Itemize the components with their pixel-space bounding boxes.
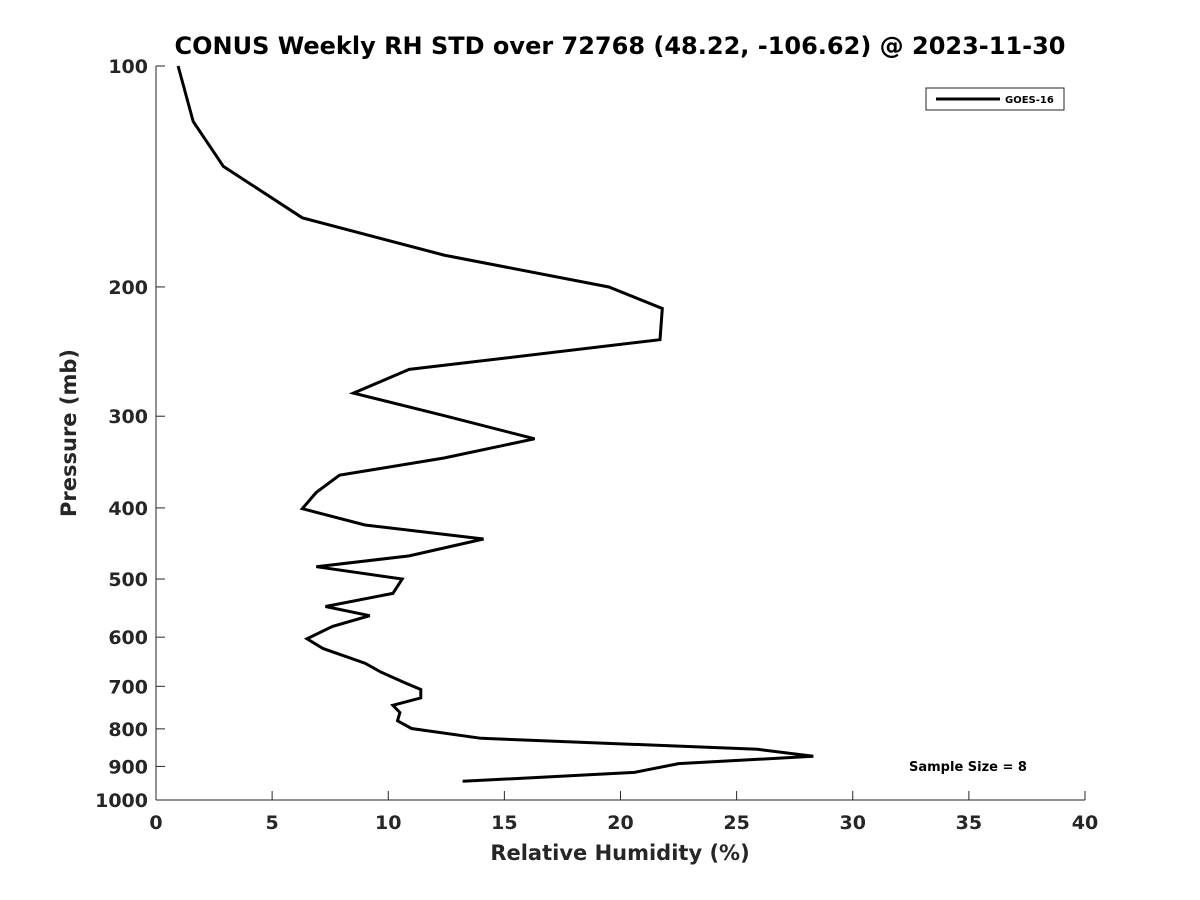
x-tick-label: 0 [149,812,162,834]
x-tick-label: 25 [723,812,749,834]
x-tick-label: 15 [491,812,517,834]
chart-title: CONUS Weekly RH STD over 72768 (48.22, -… [174,32,1065,60]
y-axis-ticks: 100 200 300 400 500 600 700 800 900 1000 [95,56,165,812]
legend: GOES-16 [925,87,1065,111]
y-tick-label: 100 [108,56,148,78]
x-tick-label: 5 [266,812,279,834]
y-tick-label: 600 [108,627,148,649]
x-tick-label: 35 [956,812,982,834]
x-tick-label: 40 [1072,812,1098,834]
x-tick-label: 10 [375,812,401,834]
x-tick-label: 30 [840,812,866,834]
y-tick-label: 900 [108,756,148,778]
x-axis-ticks: 0 5 10 15 20 25 30 35 40 [149,791,1098,834]
series-line-goes-16 [176,65,814,783]
y-tick-label: 300 [108,406,148,428]
y-tick-label: 1000 [95,790,148,812]
x-axis-label: Relative Humidity (%) [490,841,749,865]
y-tick-label: 800 [108,719,148,741]
y-tick-label: 200 [108,277,148,299]
sample-size-annotation: Sample Size = 8 [909,760,1027,775]
y-axis-label: Pressure (mb) [57,349,81,517]
y-tick-label: 700 [108,676,148,698]
y-tick-label: 500 [108,569,148,591]
legend-entry-goes-16: GOES-16 [1005,95,1054,106]
y-tick-label: 400 [108,498,148,520]
series-layer [176,65,814,783]
x-tick-label: 20 [607,812,633,834]
